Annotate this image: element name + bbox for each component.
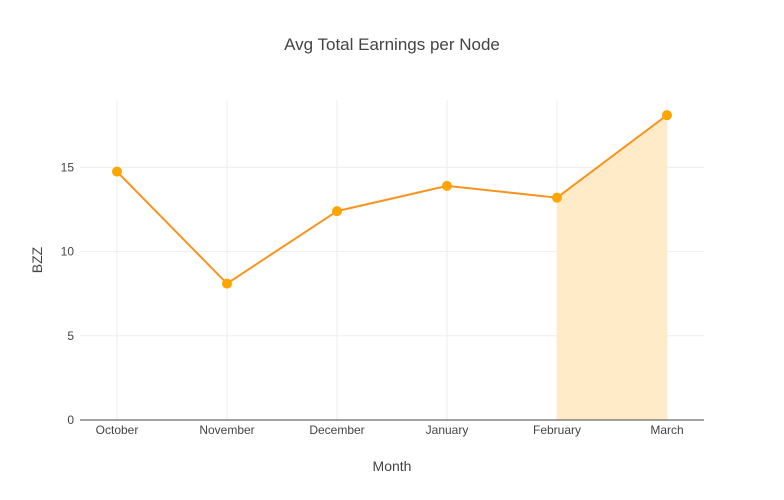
highlight-fill [557,115,667,420]
data-point-december[interactable] [332,206,342,217]
x-tick-label: February [533,423,581,437]
points[interactable] [112,110,672,289]
x-tick-label: November [199,423,254,437]
y-tick-label: 0 [67,413,74,427]
data-point-february[interactable] [552,192,562,203]
x-tick-label: March [650,423,683,437]
x-tick-label: December [309,423,364,437]
y-tick-label: 10 [61,245,75,259]
x-axis-title: Month [373,458,412,474]
x-tick-label: October [96,423,139,437]
series-line [116,114,668,285]
x-tick-label: January [426,423,469,437]
y-tick-label: 15 [61,160,75,174]
data-point-november[interactable] [222,278,232,289]
y-axis-title: BZZ [29,246,45,273]
chart-title: Avg Total Earnings per Node [284,35,500,54]
highlight-area [557,115,667,420]
earnings-line [116,114,668,285]
data-point-october[interactable] [112,166,122,177]
y-tick-label: 5 [67,329,74,343]
data-point-march[interactable] [662,110,672,121]
data-point-january[interactable] [442,180,452,191]
tick-labels: October November December January February Ma… [61,160,684,437]
